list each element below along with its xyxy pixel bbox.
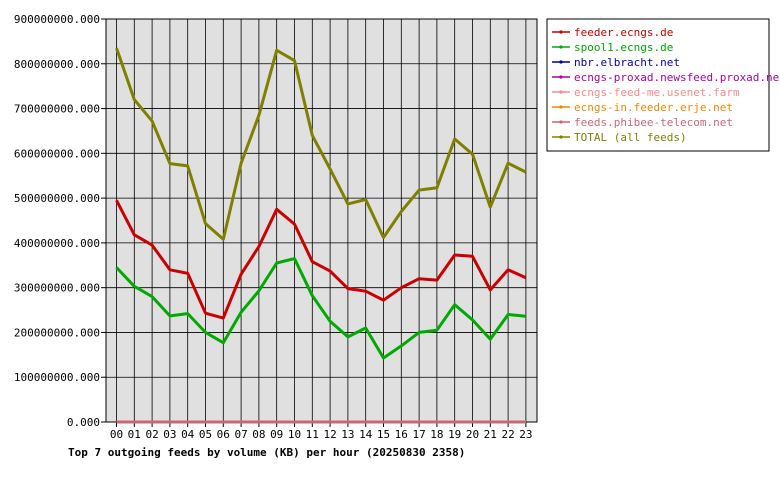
series-line (115, 257, 527, 360)
x-tick-label: 01 (128, 428, 141, 441)
plot-area (105, 18, 538, 423)
chart-title: Top 7 outgoing feeds by volume (KB) per … (68, 446, 465, 459)
x-tick-label: 18 (430, 428, 443, 441)
legend-label: TOTAL (all feeds) (574, 131, 687, 144)
legend-label: nbr.elbracht.net (574, 56, 680, 69)
x-tick-label: 11 (306, 428, 319, 441)
legend-entries: feeder.ecngs.de spool1.ecngs.de nbr.elbrac… (552, 26, 780, 144)
x-tick-label: 16 (395, 428, 408, 441)
y-tick-label: 500000000.000 (14, 192, 100, 205)
y-axis-ticks: 0.000 100000000.000 200000000.000 300000000… (14, 13, 106, 429)
x-tick-label: 06 (217, 428, 230, 441)
legend-label: ecngs-proxad.newsfeed.proxad.net (574, 71, 780, 84)
legend-label: spool1.ecngs.de (574, 41, 673, 54)
legend-label: ecngs-in.feeder.erje.net (574, 101, 733, 114)
x-tick-label: 14 (359, 428, 373, 441)
series-lines (115, 47, 527, 424)
legend-label: ecngs-feed-me.usenet.farm (574, 86, 740, 99)
x-tick-label: 04 (181, 428, 195, 441)
x-tick-label: 23 (519, 428, 532, 441)
x-tick-label: 09 (270, 428, 283, 441)
legend-marker (559, 135, 563, 139)
y-tick-label: 400000000.000 (14, 237, 100, 250)
x-tick-label: 08 (252, 428, 265, 441)
y-tick-label: 900000000.000 (14, 13, 100, 26)
x-tick-label: 20 (466, 428, 479, 441)
y-tick-label: 300000000.000 (14, 282, 100, 295)
y-tick-label: 600000000.000 (14, 147, 100, 160)
legend-marker (559, 75, 563, 79)
legend (546, 18, 770, 152)
y-tick-label: 700000000.000 (14, 103, 100, 116)
legend-label: feeds.phibee-telecom.net (574, 116, 733, 129)
x-tick-label: 02 (145, 428, 158, 441)
series-line (115, 199, 527, 320)
legend-marker (559, 45, 563, 49)
legend-marker (559, 105, 563, 109)
x-tick-label: 19 (448, 428, 461, 441)
y-tick-label: 800000000.000 (14, 58, 100, 71)
x-tick-label: 22 (501, 428, 514, 441)
y-tick-label: 100000000.000 (14, 371, 100, 384)
x-tick-label: 05 (199, 428, 212, 441)
series-line (115, 47, 527, 241)
legend-marker (559, 90, 563, 94)
x-tick-label: 00 (110, 428, 123, 441)
x-tick-label: 12 (323, 428, 336, 441)
y-tick-label: 0.000 (67, 416, 100, 429)
x-tick-label: 21 (484, 428, 497, 441)
x-tick-label: 10 (288, 428, 301, 441)
legend-label: feeder.ecngs.de (574, 26, 673, 39)
x-axis-ticks: 00 01 02 03 04 05 06 07 08 09 10 11 12 13 14 15 16 17 18 19… (110, 422, 533, 441)
x-tick-label: 03 (163, 428, 176, 441)
legend-marker (559, 30, 563, 34)
y-tick-label: 200000000.000 (14, 326, 100, 339)
legend-marker (559, 120, 563, 124)
x-tick-label: 17 (412, 428, 425, 441)
x-tick-label: 13 (341, 428, 354, 441)
x-tick-label: 07 (234, 428, 247, 441)
x-tick-label: 15 (377, 428, 390, 441)
legend-marker (559, 60, 563, 64)
